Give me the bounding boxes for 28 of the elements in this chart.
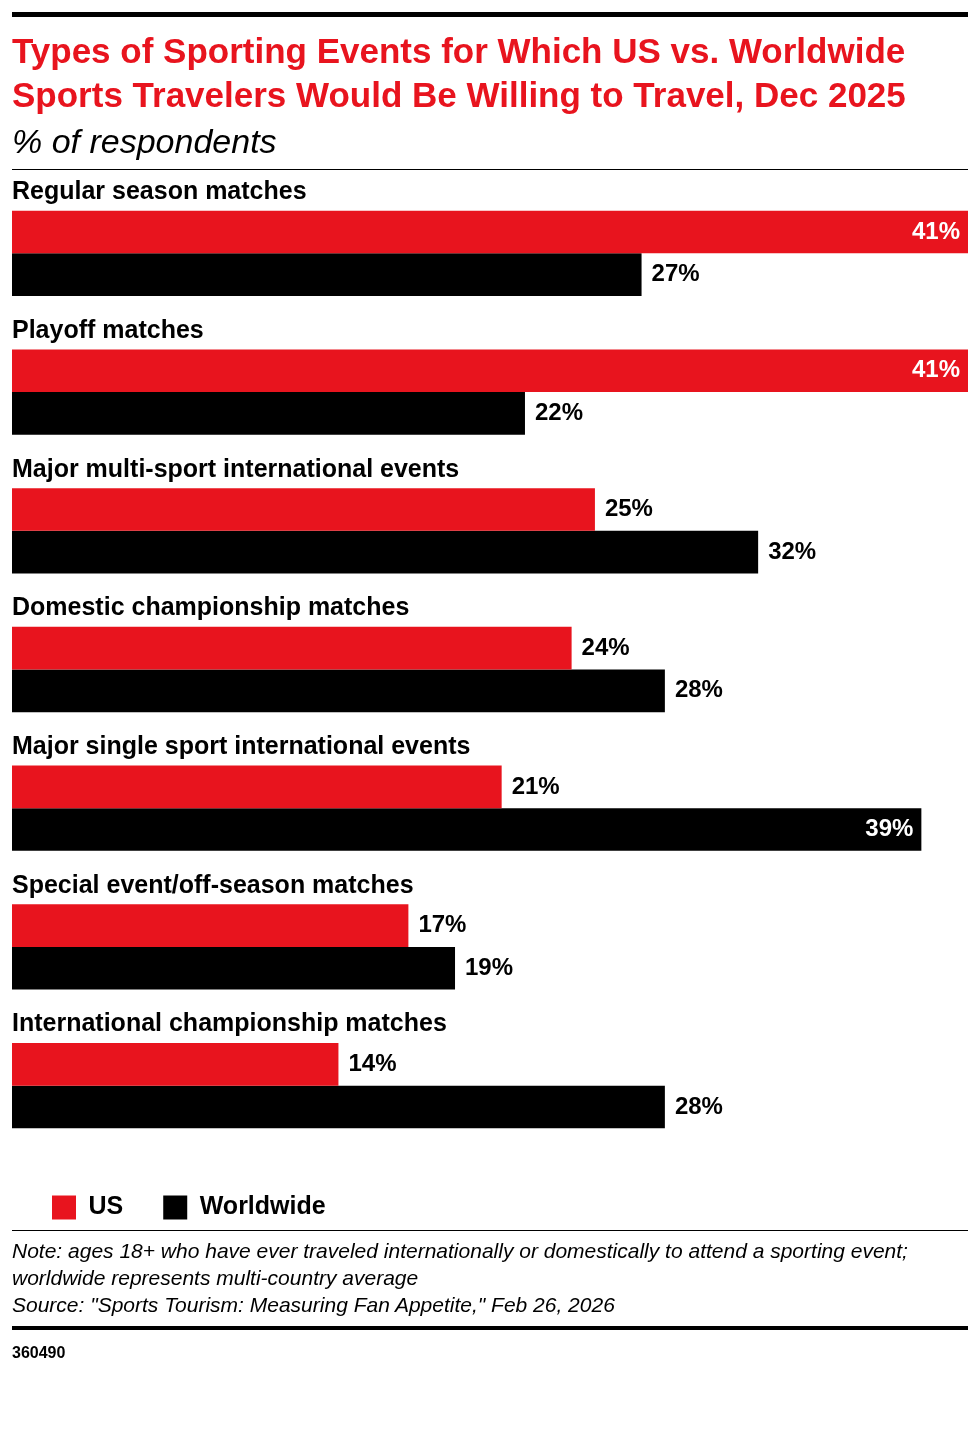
y-tick-label: Regular season matches [12, 176, 307, 205]
data-label: 24% [581, 632, 630, 660]
y-tick-label: Major single sport international events [12, 730, 471, 759]
data-label: 21% [511, 771, 560, 799]
text: Note: ages 18+ who have ever traveled internationally or domestically to attend a sporting event; worldwide represents multi-country average [12, 1238, 909, 1291]
y-tick-label: Domestic championship matches [12, 592, 410, 621]
source-note: Source: "Sports Tourism: Measuring Fan Appetite," Feb 26, 2026 [12, 1292, 616, 1318]
data-label: 17% [418, 910, 467, 938]
data-label: 28% [674, 1091, 723, 1119]
chart-subtitle: % of respondents [12, 121, 278, 161]
data-label: 27% [651, 259, 700, 287]
data-label: 22% [534, 398, 584, 426]
data-label: 14% [348, 1048, 397, 1076]
y-tick-label: Special event/off-season matches [12, 869, 414, 898]
legend-label: Worldwide [199, 1191, 326, 1220]
y-tick-label: Major multi-sport international events [12, 453, 460, 482]
data-label: 39% [865, 814, 914, 842]
legend-label: US [88, 1191, 124, 1220]
y-tick-label: International championship matches [12, 1008, 447, 1037]
y-tick-label: Playoff matches [12, 314, 204, 343]
data-label: 41% [911, 355, 960, 383]
data-label: 25% [604, 494, 653, 522]
data-label: 41% [911, 216, 960, 244]
data-label: 19% [465, 952, 514, 980]
text: 360490 [12, 1344, 67, 1362]
data-label: 28% [674, 675, 723, 703]
chart-title: Types of Sporting Events for Which US vs. Worldwide Sports Travelers Would Be Willing to Travel, Dec 2025 [12, 30, 907, 116]
data-label: 32% [768, 536, 817, 564]
